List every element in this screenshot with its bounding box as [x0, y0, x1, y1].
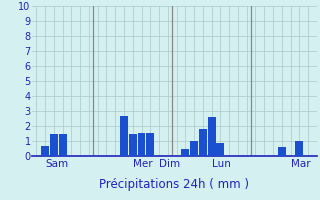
Text: Lun: Lun [212, 159, 230, 169]
Text: Dim: Dim [159, 159, 180, 169]
Bar [295, 141, 303, 156]
Bar [278, 147, 286, 156]
Text: Sam: Sam [45, 159, 68, 169]
Bar [208, 117, 216, 156]
Bar [41, 146, 49, 156]
Text: Mer: Mer [133, 159, 152, 169]
Bar [190, 141, 198, 156]
Bar [146, 133, 154, 156]
Bar [138, 133, 146, 156]
Bar [50, 134, 58, 156]
Bar [120, 116, 128, 156]
Bar [199, 129, 207, 156]
Bar [59, 134, 67, 156]
Text: Mar: Mar [291, 159, 310, 169]
Bar [181, 148, 189, 156]
Bar [216, 142, 224, 156]
X-axis label: Précipitations 24h ( mm ): Précipitations 24h ( mm ) [100, 178, 249, 191]
Bar [129, 134, 137, 156]
